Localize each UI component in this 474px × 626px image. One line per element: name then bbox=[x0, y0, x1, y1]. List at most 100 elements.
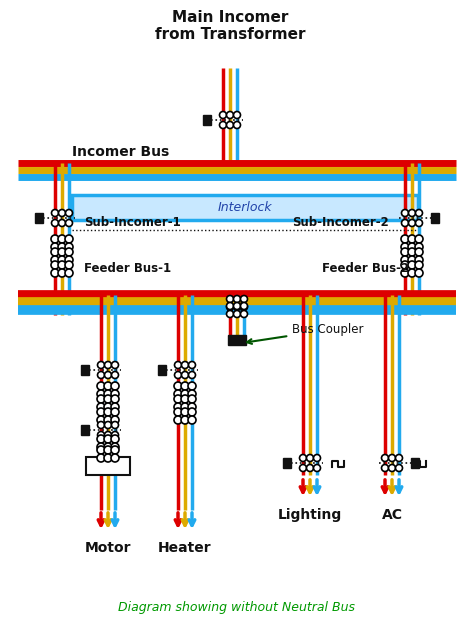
Circle shape bbox=[98, 431, 104, 438]
Bar bbox=[431, 213, 439, 223]
Circle shape bbox=[104, 371, 111, 379]
Circle shape bbox=[65, 220, 73, 227]
Circle shape bbox=[104, 382, 112, 390]
Circle shape bbox=[416, 220, 422, 227]
Circle shape bbox=[300, 464, 307, 471]
Bar bbox=[228, 335, 246, 345]
Circle shape bbox=[104, 431, 111, 438]
Circle shape bbox=[52, 220, 58, 227]
Circle shape bbox=[189, 361, 195, 369]
Circle shape bbox=[65, 261, 73, 269]
Circle shape bbox=[313, 454, 320, 461]
Circle shape bbox=[415, 256, 423, 264]
Circle shape bbox=[234, 121, 240, 128]
Circle shape bbox=[174, 395, 182, 403]
Text: Feeder Bus-2: Feeder Bus-2 bbox=[322, 262, 409, 274]
Circle shape bbox=[307, 464, 313, 471]
Circle shape bbox=[181, 382, 189, 390]
Circle shape bbox=[188, 382, 196, 390]
Circle shape bbox=[58, 256, 66, 264]
Bar bbox=[86, 457, 130, 475]
Circle shape bbox=[415, 248, 423, 256]
Circle shape bbox=[104, 446, 112, 454]
Bar bbox=[35, 213, 43, 223]
Circle shape bbox=[111, 361, 118, 369]
Circle shape bbox=[401, 261, 409, 269]
Circle shape bbox=[188, 390, 196, 398]
Circle shape bbox=[111, 403, 119, 411]
Circle shape bbox=[234, 310, 240, 317]
Circle shape bbox=[401, 243, 409, 251]
Circle shape bbox=[111, 395, 119, 403]
Circle shape bbox=[415, 261, 423, 269]
Circle shape bbox=[300, 454, 307, 461]
Circle shape bbox=[97, 443, 105, 451]
Circle shape bbox=[181, 395, 189, 403]
Circle shape bbox=[181, 390, 189, 398]
Circle shape bbox=[182, 361, 189, 369]
Circle shape bbox=[307, 454, 313, 461]
Circle shape bbox=[401, 269, 409, 277]
Circle shape bbox=[188, 408, 196, 416]
Circle shape bbox=[104, 421, 111, 429]
Circle shape bbox=[408, 261, 416, 269]
Circle shape bbox=[182, 371, 189, 379]
Bar bbox=[81, 365, 89, 375]
Bar bbox=[283, 458, 291, 468]
Circle shape bbox=[382, 464, 389, 471]
Circle shape bbox=[97, 435, 105, 443]
Circle shape bbox=[227, 302, 234, 309]
Circle shape bbox=[401, 248, 409, 256]
Circle shape bbox=[234, 304, 240, 310]
Circle shape bbox=[52, 210, 58, 217]
Circle shape bbox=[382, 454, 389, 461]
Circle shape bbox=[181, 403, 189, 411]
Circle shape bbox=[188, 416, 196, 424]
Circle shape bbox=[389, 454, 395, 461]
Bar bbox=[72, 195, 418, 220]
Circle shape bbox=[104, 435, 112, 443]
Circle shape bbox=[104, 408, 112, 416]
Circle shape bbox=[227, 111, 234, 118]
Circle shape bbox=[389, 464, 395, 471]
Circle shape bbox=[97, 446, 105, 454]
Circle shape bbox=[409, 210, 416, 217]
Text: Bus Coupler: Bus Coupler bbox=[247, 324, 364, 344]
Circle shape bbox=[415, 235, 423, 243]
Circle shape bbox=[401, 235, 409, 243]
Circle shape bbox=[401, 256, 409, 264]
Circle shape bbox=[51, 248, 59, 256]
Text: Feeder Bus-1: Feeder Bus-1 bbox=[84, 262, 171, 274]
Circle shape bbox=[174, 390, 182, 398]
Circle shape bbox=[408, 256, 416, 264]
Circle shape bbox=[219, 121, 227, 128]
Circle shape bbox=[240, 304, 247, 310]
Circle shape bbox=[58, 220, 65, 227]
Circle shape bbox=[51, 235, 59, 243]
Circle shape bbox=[97, 382, 105, 390]
Circle shape bbox=[104, 395, 112, 403]
Circle shape bbox=[111, 416, 119, 424]
Text: Motor: Motor bbox=[85, 541, 131, 555]
Circle shape bbox=[58, 269, 66, 277]
Circle shape bbox=[97, 416, 105, 424]
Circle shape bbox=[174, 416, 182, 424]
Circle shape bbox=[227, 295, 234, 302]
Circle shape bbox=[240, 295, 247, 302]
Circle shape bbox=[58, 248, 66, 256]
Circle shape bbox=[58, 243, 66, 251]
Text: Interlock: Interlock bbox=[218, 201, 272, 214]
Circle shape bbox=[240, 302, 247, 309]
Circle shape bbox=[58, 261, 66, 269]
Circle shape bbox=[415, 269, 423, 277]
Circle shape bbox=[188, 403, 196, 411]
Bar bbox=[158, 365, 166, 375]
Circle shape bbox=[65, 256, 73, 264]
Circle shape bbox=[51, 269, 59, 277]
Circle shape bbox=[408, 243, 416, 251]
Text: Diagram showing without Neutral Bus: Diagram showing without Neutral Bus bbox=[118, 602, 356, 615]
Circle shape bbox=[97, 395, 105, 403]
Circle shape bbox=[65, 210, 73, 217]
Circle shape bbox=[65, 269, 73, 277]
Circle shape bbox=[58, 210, 65, 217]
